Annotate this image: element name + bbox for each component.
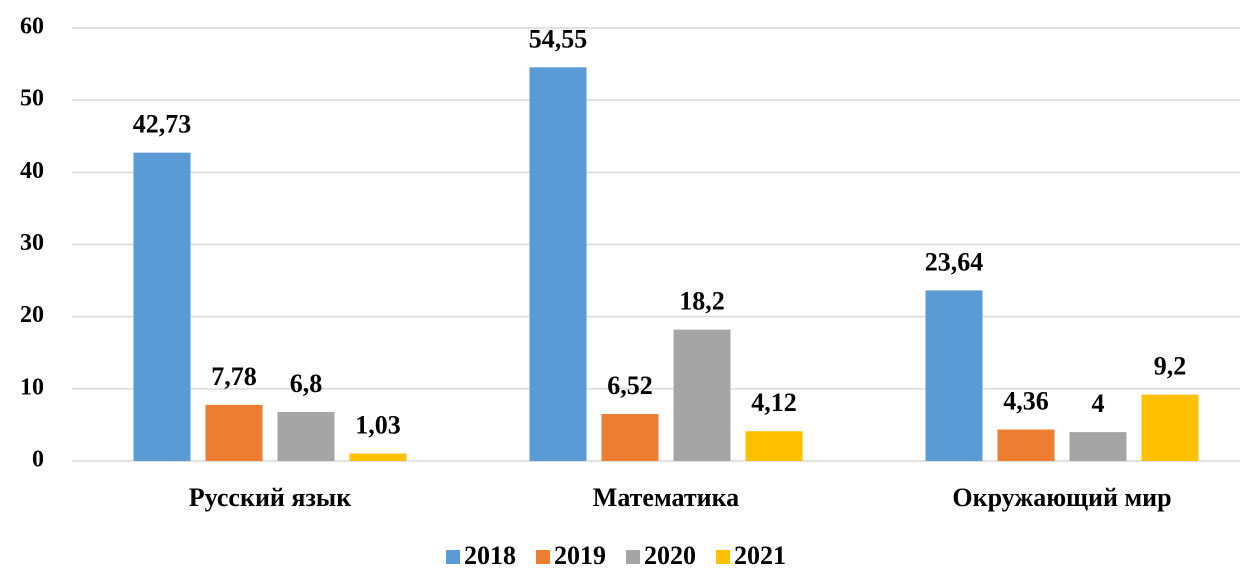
y-tick-label: 20 bbox=[20, 302, 44, 328]
data-label: 42,73 bbox=[133, 110, 192, 139]
bar bbox=[277, 411, 335, 461]
bar bbox=[133, 152, 191, 461]
legend-label: 2021 bbox=[734, 541, 786, 570]
data-label: 54,55 bbox=[529, 24, 588, 53]
data-label: 9,2 bbox=[1154, 352, 1187, 381]
x-tick-label: Русский язык bbox=[189, 483, 351, 512]
data-label: 7,78 bbox=[211, 362, 257, 391]
legend-label: 2019 bbox=[554, 541, 606, 570]
legend-swatch bbox=[536, 550, 550, 564]
bar bbox=[925, 290, 983, 461]
bar bbox=[205, 404, 263, 461]
legend-swatch bbox=[716, 550, 730, 564]
bar bbox=[673, 329, 731, 461]
data-label: 4,36 bbox=[1003, 387, 1049, 416]
y-tick-label: 60 bbox=[20, 14, 44, 40]
bar bbox=[745, 431, 803, 461]
bar bbox=[349, 453, 407, 461]
data-label: 6,8 bbox=[290, 369, 323, 398]
data-label: 1,03 bbox=[355, 411, 401, 440]
y-tick-label: 10 bbox=[20, 374, 44, 400]
data-label: 4 bbox=[1092, 389, 1105, 418]
bar bbox=[1069, 432, 1127, 461]
bar bbox=[1141, 394, 1199, 461]
data-label: 18,2 bbox=[679, 287, 725, 316]
x-tick-label: Окружающий мир bbox=[952, 483, 1171, 512]
data-label: 23,64 bbox=[925, 247, 984, 276]
legend-swatch bbox=[446, 550, 460, 564]
legend-swatch bbox=[626, 550, 640, 564]
bar bbox=[997, 429, 1055, 461]
x-tick-label: Математика bbox=[593, 483, 739, 512]
y-tick-label: 50 bbox=[20, 86, 44, 112]
y-tick-label: 30 bbox=[20, 230, 44, 256]
y-tick-label: 40 bbox=[20, 158, 44, 184]
data-label: 6,52 bbox=[607, 371, 653, 400]
legend-label: 2018 bbox=[464, 541, 516, 570]
y-tick-label: 0 bbox=[32, 447, 44, 473]
bar bbox=[601, 413, 659, 461]
bar bbox=[529, 67, 587, 461]
legend-label: 2020 bbox=[644, 541, 696, 570]
data-label: 4,12 bbox=[751, 388, 797, 417]
